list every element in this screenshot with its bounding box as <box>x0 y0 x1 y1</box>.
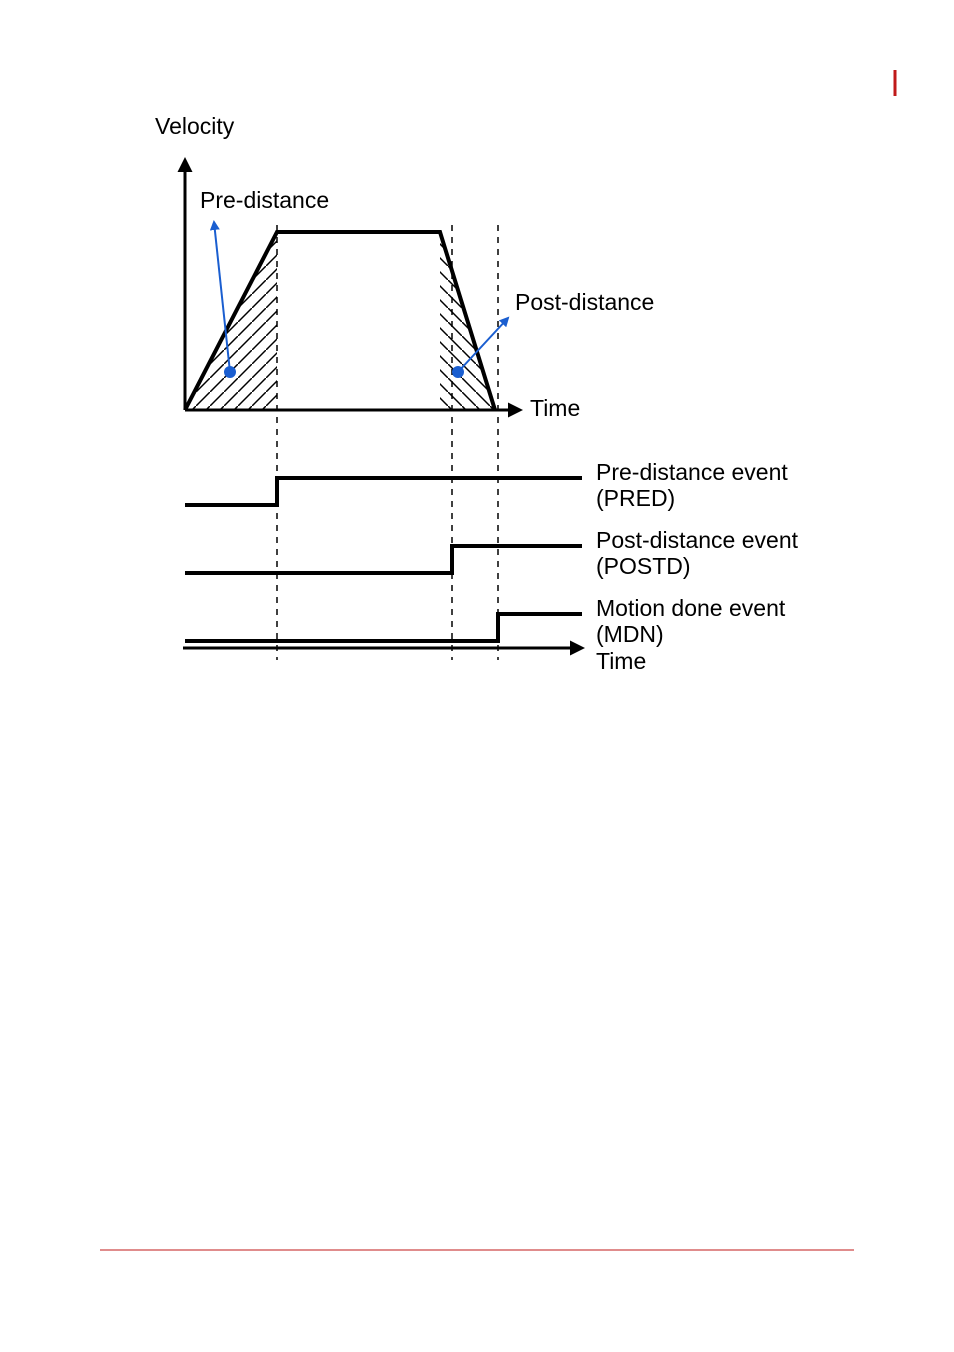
event-postd-label-line1: Post-distance event <box>596 527 799 553</box>
post-distance-label: Post-distance <box>515 289 654 315</box>
signal-mdn <box>185 614 582 641</box>
y-axis-label: Velocity <box>155 113 235 139</box>
signal-postd <box>185 546 582 573</box>
event-mdn-label-line2: (MDN) <box>596 621 664 647</box>
event-pred-label-line1: Pre-distance event <box>596 459 788 485</box>
event-pred-label-line2: (PRED) <box>596 485 675 511</box>
pre-distance-label: Pre-distance <box>200 187 329 213</box>
event-postd-label-line2: (POSTD) <box>596 553 691 579</box>
x-axis-upper-label: Time <box>530 395 580 421</box>
motion-events-diagram: Velocity Pre-distance Post-distance Time… <box>0 0 954 1352</box>
pre-distance-callout-dot <box>224 366 236 378</box>
post-distance-callout-dot <box>452 366 464 378</box>
signal-pred <box>185 478 582 505</box>
event-mdn-label-line1: Motion done event <box>596 595 786 621</box>
x-axis-lower-label: Time <box>596 648 646 674</box>
